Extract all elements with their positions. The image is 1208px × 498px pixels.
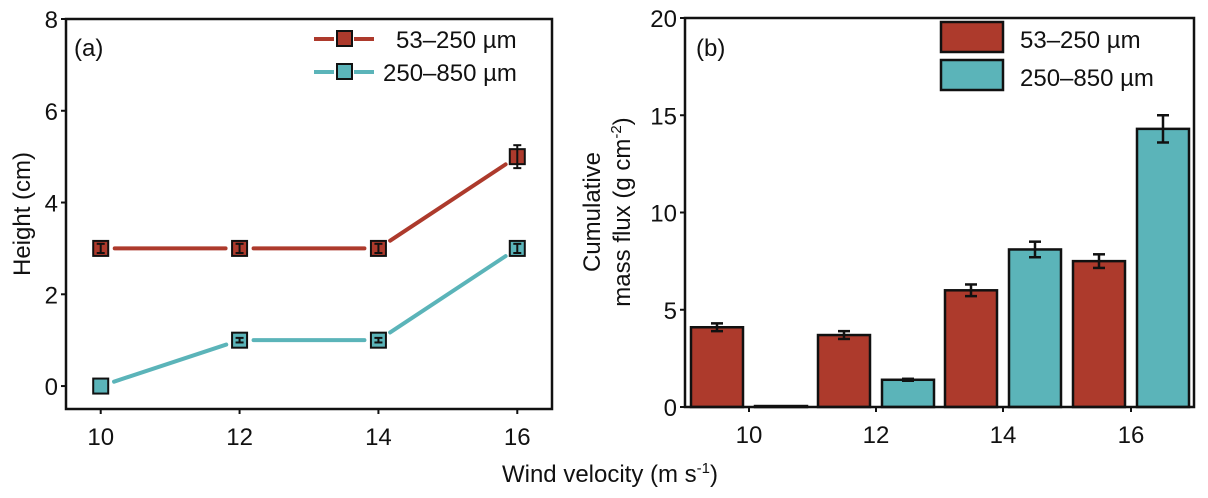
bar-coarse-14 bbox=[1007, 248, 1063, 409]
bar-fine-16 bbox=[1071, 259, 1127, 409]
panel-b-bars bbox=[689, 114, 1191, 409]
bar-fine-10 bbox=[689, 326, 745, 409]
x-tick-label: 16 bbox=[504, 424, 531, 451]
panel-b-y-label-line1: Cumulative bbox=[579, 152, 606, 272]
panel-b-legend: 53–250 µm 250–850 µm bbox=[939, 20, 1154, 92]
y-tick-label: 6 bbox=[45, 99, 58, 126]
x-tick-label: 16 bbox=[1118, 422, 1145, 449]
panel-a-x-ticks: 10 12 14 16 bbox=[87, 409, 531, 451]
panel-b-label: (b) bbox=[696, 35, 725, 62]
legend-fine-label: 53–250 µm bbox=[396, 27, 517, 54]
panel-a-frame bbox=[64, 17, 554, 411]
data-point-marker bbox=[92, 377, 110, 395]
legend-b-fine-swatch bbox=[939, 20, 1005, 54]
y-tick-label: 15 bbox=[650, 103, 677, 130]
panel-b-mass-flux-chart: 0 5 10 15 20 10 12 14 16 (b) Cumulative mass fl… bbox=[579, 6, 1196, 449]
panel-a-label: (a) bbox=[74, 35, 103, 62]
legend-coarse-label: 250–850 µm bbox=[383, 60, 517, 87]
x-tick-label: 10 bbox=[87, 424, 114, 451]
panel-b-y-axis-label: Cumulative mass flux (g cm-2) bbox=[579, 117, 636, 306]
x-tick-label: 12 bbox=[226, 424, 253, 451]
x-tick-label: 14 bbox=[365, 424, 392, 451]
y-tick-label: 0 bbox=[664, 395, 677, 422]
series-fine bbox=[92, 144, 526, 257]
panel-b-y-label-line2: mass flux (g cm-2) bbox=[608, 117, 636, 306]
y-tick-label: 8 bbox=[45, 7, 58, 34]
y-tick-label: 2 bbox=[45, 282, 58, 309]
series-line-segment bbox=[388, 162, 508, 243]
y-tick-label: 0 bbox=[45, 374, 58, 401]
shared-x-axis-label: Wind velocity (m s-1) bbox=[502, 460, 718, 488]
y-tick-label: 5 bbox=[664, 298, 677, 325]
series-coarse bbox=[92, 239, 526, 395]
x-tick-label: 10 bbox=[736, 422, 763, 449]
panel-b-y-ticks: 0 5 10 15 20 bbox=[650, 6, 685, 422]
bar-fine-12 bbox=[816, 333, 872, 409]
x-tick-label: 14 bbox=[990, 422, 1017, 449]
panel-b-x-ticks: 10 12 14 16 bbox=[736, 407, 1145, 449]
series-line-segment bbox=[112, 342, 229, 384]
y-tick-label: 4 bbox=[45, 191, 58, 218]
panel-a-series bbox=[92, 144, 526, 395]
panel-a-legend: 53–250 µm 250–850 µm bbox=[314, 27, 517, 87]
legend-b-fine-label: 53–250 µm bbox=[1020, 27, 1141, 54]
legend-coarse-marker bbox=[336, 63, 353, 80]
x-tick-label: 12 bbox=[863, 422, 890, 449]
y-tick-label: 10 bbox=[650, 201, 677, 228]
bar-fine-14 bbox=[943, 289, 999, 409]
series-line-segment bbox=[388, 254, 508, 335]
legend-fine-marker bbox=[336, 30, 353, 47]
panel-a-y-ticks: 0 2 4 6 8 bbox=[45, 7, 66, 401]
panel-a-y-axis-label: Height (cm) bbox=[9, 152, 36, 276]
bar-coarse-16 bbox=[1135, 127, 1191, 409]
y-tick-label: 20 bbox=[650, 6, 677, 33]
legend-b-coarse-swatch bbox=[939, 58, 1005, 92]
bar-coarse-12 bbox=[880, 378, 936, 409]
panel-a-height-chart: 0 2 4 6 8 10 12 14 16 (a) Height (cm) 53–250 µm… bbox=[9, 7, 554, 451]
legend-b-coarse-label: 250–850 µm bbox=[1020, 65, 1154, 92]
